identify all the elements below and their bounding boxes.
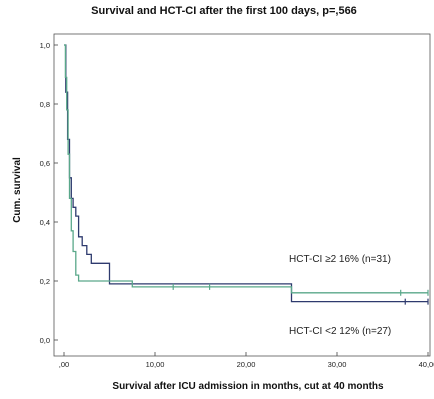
x-tick-label: 10,00 [146,360,165,369]
x-tick-label: 20,00 [237,360,256,369]
y-tick-label: 0,8 [40,100,50,109]
y-tick-label: 1,0 [40,41,50,50]
plot-frame [53,33,431,357]
axes: 0,0 0,2 0,4 0,6 0,8 1,0 ,00 10,00 20,00 30,00 40,0… [40,41,434,369]
annotation-hct-ci-high: HCT-CI ≥2 16% (n=31) [289,254,391,265]
y-tick-label: 0,0 [40,336,50,345]
x-tick-label: 30,00 [328,360,347,369]
x-axis-label: Survival after ICU admission in months, … [112,381,384,392]
y-tick-label: 0,4 [40,218,50,227]
annotation-hct-ci-low: HCT-CI <2 12% (n=27) [289,326,391,337]
series-layer [64,44,429,305]
y-tick-label: 0,6 [40,159,50,168]
x-tick-label: 40,00 [419,360,434,369]
series-line-1 [64,44,428,294]
chart-title: Survival and HCT-CI after the first 100 … [91,5,357,17]
y-tick-label: 0,2 [40,277,50,286]
y-axis-label: Cum. survival [12,157,23,223]
x-tick-label: ,00 [59,360,69,369]
